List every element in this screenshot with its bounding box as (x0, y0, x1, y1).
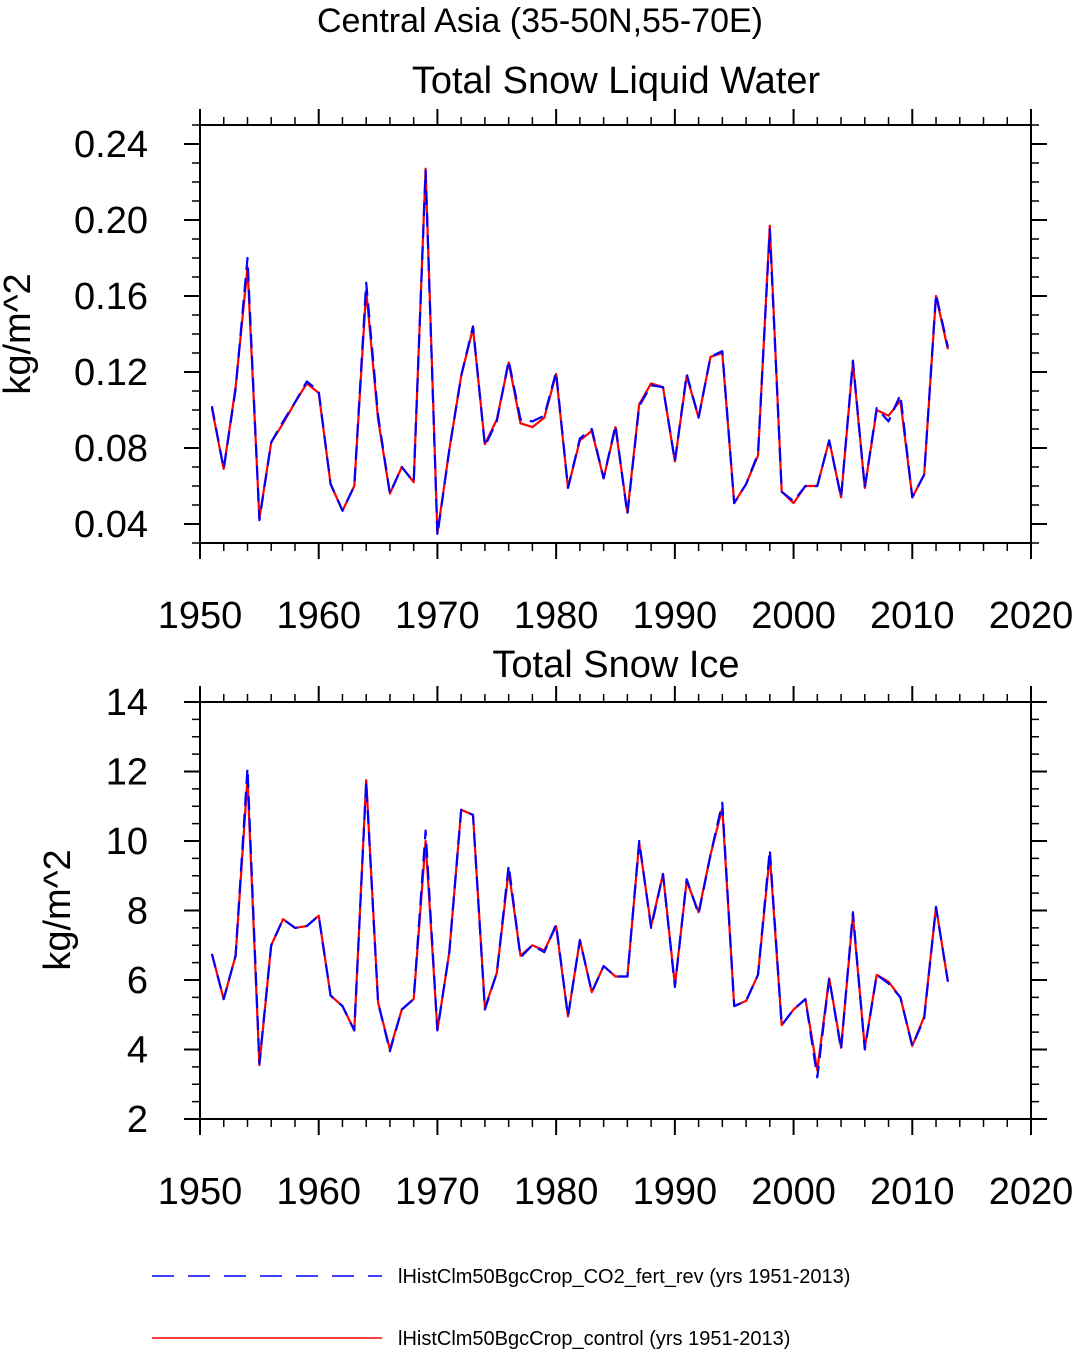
x-tick-label: 1950 (158, 595, 243, 637)
axis-ticks: 1950 1960 1970 1980 1990 2000 2010 2020 2 4 6 8 10 12… (106, 682, 1074, 1213)
y-tick-label: 0.08 (74, 428, 148, 470)
x-tick-label: 2010 (870, 595, 955, 637)
x-tick-label: 2000 (751, 1171, 836, 1213)
x-tick-label: 1990 (633, 1171, 718, 1213)
y-tick-label: 2 (127, 1099, 148, 1141)
data-lines (210, 167, 949, 537)
y-tick-label: 0.04 (74, 504, 148, 546)
y-axis-label: kg/m^2 (37, 849, 79, 970)
x-tick-label: 2010 (870, 1171, 955, 1213)
plot-frame (199, 701, 1032, 1120)
series-line-co2-fert-rev (210, 169, 949, 537)
series-line-co2-fert-rev (210, 766, 949, 1079)
x-tick-label: 1970 (395, 595, 480, 637)
panel-snow-liquid-water: Total Snow Liquid Water kg/m^2 1950 1960 1… (0, 60, 1073, 637)
y-tick-label: 10 (106, 821, 148, 863)
y-tick-label: 4 (127, 1030, 148, 1072)
y-tick-label: 0.16 (74, 276, 148, 318)
axis-ticks: 1950 1960 1970 1980 1990 2000 2010 2020 0.04 0.08… (74, 109, 1073, 637)
x-tick-label: 2020 (989, 595, 1074, 637)
x-tick-label: 2000 (751, 595, 836, 637)
series-line-control (210, 777, 949, 1072)
x-tick-label: 1990 (633, 595, 718, 637)
y-tick-label: 0.20 (74, 200, 148, 242)
y-tick-label: 0.24 (74, 124, 148, 166)
panel-title: Total Snow Liquid Water (412, 60, 821, 102)
plot-frame (199, 124, 1032, 544)
y-tick-label: 12 (106, 752, 148, 794)
figure-title: Central Asia (35-50N,55-70E) (317, 2, 763, 40)
legend: lHistClm50BgcCrop_CO2_fert_rev (yrs 1951… (152, 1266, 850, 1350)
data-lines (210, 766, 949, 1079)
x-tick-label: 2020 (989, 1171, 1074, 1213)
x-tick-label: 1970 (395, 1171, 480, 1213)
x-tick-label: 1960 (276, 595, 361, 637)
panel-snow-ice: Total Snow Ice kg/m^2 1950 1960 1970 1980 19… (37, 644, 1073, 1213)
legend-label: lHistClm50BgcCrop_control (yrs 1951-2013… (398, 1328, 790, 1350)
y-tick-label: 14 (106, 682, 148, 724)
y-axis-label: kg/m^2 (0, 273, 39, 394)
panel-title: Total Snow Ice (492, 644, 739, 686)
y-tick-label: 6 (127, 960, 148, 1002)
x-tick-label: 1980 (514, 1171, 599, 1213)
y-tick-label: 8 (127, 891, 148, 933)
legend-item-co2-fert-rev: lHistClm50BgcCrop_CO2_fert_rev (yrs 1951… (152, 1266, 850, 1288)
x-tick-label: 1950 (158, 1171, 243, 1213)
legend-item-control: lHistClm50BgcCrop_control (yrs 1951-2013… (152, 1328, 790, 1350)
x-tick-label: 1960 (276, 1171, 361, 1213)
y-tick-label: 0.12 (74, 352, 148, 394)
x-tick-label: 1980 (514, 595, 599, 637)
legend-label: lHistClm50BgcCrop_CO2_fert_rev (yrs 1951… (398, 1266, 850, 1288)
